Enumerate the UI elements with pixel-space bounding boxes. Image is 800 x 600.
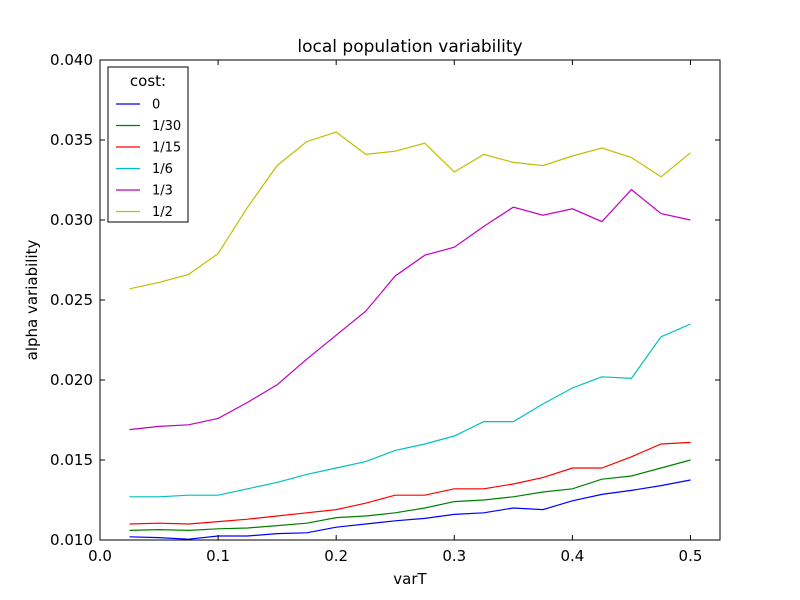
series-line-3	[129, 323, 691, 498]
y-axis-title: alpha variability	[23, 240, 41, 361]
y-tick-label: 0.025	[50, 291, 93, 309]
x-axis-title: varT	[393, 570, 427, 588]
x-tick-label: 0.2	[324, 547, 348, 565]
legend-entries: 0 1/30 1/15 1/6 1/3 1/2	[116, 98, 181, 220]
series-line-1	[129, 459, 691, 532]
legend-label: 1/15	[152, 141, 181, 156]
x-tick-label: 0.4	[560, 547, 584, 565]
series-layer	[129, 131, 691, 540]
chart-title: local population variability	[297, 37, 522, 57]
series-line-5	[129, 131, 691, 290]
legend-title: cost:	[130, 72, 166, 90]
y-tick-label: 0.030	[50, 211, 93, 229]
y-tick-label: 0.015	[50, 451, 93, 469]
legend-label: 1/30	[152, 119, 181, 134]
series-line-4	[129, 188, 691, 431]
legend-box	[107, 66, 189, 223]
legend: cost: 0 1/30 1/15 1/6 1/3 1/2	[107, 66, 189, 223]
plot-area	[100, 60, 720, 540]
x-tick-label: 0.3	[442, 547, 466, 565]
legend-label: 1/3	[152, 184, 173, 199]
x-tick-label: 0.1	[206, 547, 230, 565]
x-tick-label: 0.5	[679, 547, 703, 565]
y-axis: 0.010 0.015 0.020 0.025 0.030 0.035 0.040	[50, 51, 720, 549]
x-tick-label: 0.0	[88, 547, 112, 565]
y-tick-label: 0.035	[50, 131, 93, 149]
y-tick-label: 0.020	[50, 371, 93, 389]
legend-label: 1/6	[152, 162, 173, 177]
legend-label: 0	[152, 98, 160, 113]
series-line-2	[129, 441, 691, 525]
x-axis: 0.0 0.1 0.2 0.3 0.4 0.5	[88, 60, 702, 565]
y-tick-label: 0.010	[50, 531, 93, 549]
legend-label: 1/2	[152, 205, 173, 220]
y-tick-label: 0.040	[50, 51, 93, 69]
series-line-0	[129, 479, 691, 540]
